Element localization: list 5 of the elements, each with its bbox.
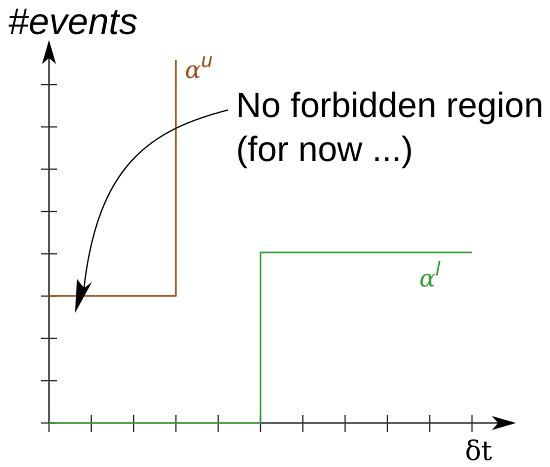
y-axis-title: #events bbox=[8, 1, 138, 42]
annotation: No forbidden region (for now ...) bbox=[236, 86, 544, 169]
series-label: α$^{u}$ bbox=[184, 50, 212, 84]
x-axis-title: δt bbox=[465, 436, 492, 467]
series-label: α$^{l}$ bbox=[419, 258, 440, 292]
